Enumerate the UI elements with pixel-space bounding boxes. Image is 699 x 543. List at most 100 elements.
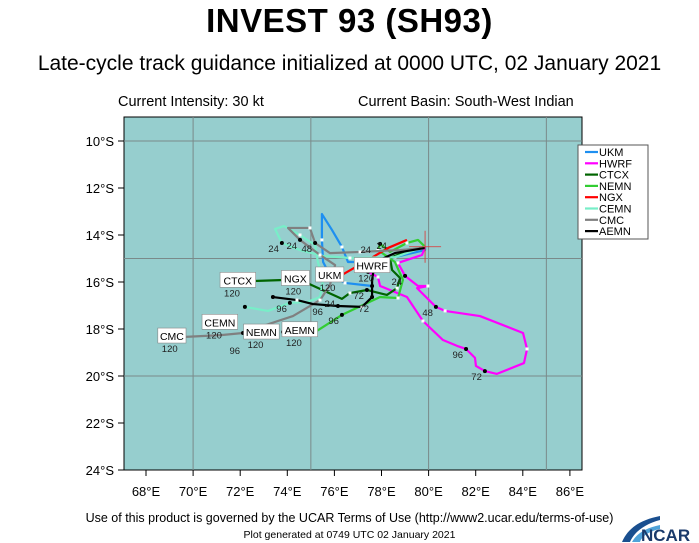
hour-mark: 24 bbox=[324, 299, 335, 310]
hour-mark-label: 96 bbox=[452, 350, 463, 361]
track-end-hour: 120 bbox=[224, 288, 240, 299]
hour-mark-dot bbox=[364, 287, 369, 292]
track-point-marker bbox=[396, 296, 400, 300]
track-end-hour: 120 bbox=[320, 283, 336, 294]
hour-mark: 96 bbox=[276, 304, 287, 315]
hour-mark-dot bbox=[298, 237, 303, 242]
lon-tick-label: 68°E bbox=[132, 484, 161, 499]
track-point-marker bbox=[360, 305, 364, 309]
lat-tick-label: 18°S bbox=[86, 322, 115, 337]
hour-mark-label: 72 bbox=[471, 372, 482, 383]
terms-of-use: Use of this product is governed by the U… bbox=[85, 511, 614, 525]
lon-tick-label: 72°E bbox=[226, 484, 255, 499]
lon-tick-label: 82°E bbox=[462, 484, 491, 499]
track-name-label: UKM bbox=[318, 270, 341, 282]
track-point-marker bbox=[405, 241, 409, 245]
lat-tick-label: 14°S bbox=[86, 228, 115, 243]
track-line-nemn bbox=[283, 238, 426, 334]
hour-mark: 72 bbox=[353, 291, 364, 302]
lat-tick-label: 22°S bbox=[86, 416, 115, 431]
hour-mark-dot bbox=[482, 369, 487, 374]
hour-mark: 24 bbox=[376, 241, 387, 252]
track-point-marker bbox=[358, 250, 362, 254]
track-name-label: CTCX bbox=[224, 275, 253, 287]
track-labels: UKM12024487296HWRF1202472CTCX1202496NEMN… bbox=[157, 241, 482, 383]
track-name-box bbox=[281, 270, 310, 286]
current-intensity: Current Intensity: 30 kt bbox=[118, 94, 264, 110]
hour-mark: 24 bbox=[361, 245, 372, 256]
hour-mark: 24 bbox=[391, 277, 402, 288]
map-axes: 68°E 70°E 72°E 74°E 76°E 78°E 80°E 82°E 84°E 86°E… bbox=[86, 134, 585, 499]
hour-mark-label: 72 bbox=[353, 291, 364, 302]
lat-tick-label: 10°S bbox=[86, 134, 115, 149]
hour-mark-label: 24 bbox=[268, 244, 279, 255]
legend-item-cemn: CEMN bbox=[599, 204, 631, 216]
track-point-marker bbox=[348, 291, 352, 295]
hour-mark: 96 bbox=[452, 350, 463, 361]
track-end-hour: 120 bbox=[162, 344, 178, 355]
hour-mark-dot bbox=[403, 273, 408, 278]
legend-item-aemn: AEMN bbox=[599, 226, 631, 238]
hour-mark-dot bbox=[313, 240, 318, 245]
track-point-marker bbox=[348, 256, 352, 260]
track-name-box bbox=[157, 327, 187, 344]
track-name-label: HWRF bbox=[356, 261, 388, 273]
ncar-logo: NCAR bbox=[622, 516, 690, 543]
track-point-marker bbox=[421, 319, 425, 323]
track-end-hour: 120 bbox=[285, 286, 301, 297]
hour-mark-label: 24 bbox=[324, 299, 335, 310]
ncar-logo-text: NCAR bbox=[641, 526, 690, 543]
lon-tick-label: 80°E bbox=[414, 484, 443, 499]
hour-mark-label: 24 bbox=[361, 245, 372, 256]
hour-mark: 48 bbox=[422, 308, 433, 319]
legend-item-nemn: NEMN bbox=[599, 181, 631, 193]
track-hwrf bbox=[366, 246, 529, 375]
track-point-marker bbox=[298, 233, 302, 237]
legend-item-ngx: NGX bbox=[599, 192, 624, 204]
hour-mark-dot bbox=[464, 346, 469, 351]
hour-mark-dot bbox=[279, 240, 284, 245]
legend-box bbox=[577, 144, 649, 240]
track-name-box bbox=[353, 257, 391, 273]
track-end-dot bbox=[270, 295, 275, 300]
storm-title: INVEST 93 (SH93) bbox=[206, 2, 493, 39]
lon-tick-label: 86°E bbox=[556, 484, 585, 499]
hour-mark-dot bbox=[370, 295, 375, 300]
hour-mark: 24 bbox=[268, 244, 279, 255]
track-point-marker bbox=[396, 261, 400, 265]
hour-mark-dot bbox=[378, 241, 383, 246]
hour-mark-label: 96 bbox=[276, 304, 287, 315]
lon-tick-label: 76°E bbox=[320, 484, 349, 499]
hour-mark: 96 bbox=[229, 346, 240, 357]
hour-mark-label: 24 bbox=[391, 277, 402, 288]
track-point-marker bbox=[318, 298, 322, 302]
hour-mark-dot bbox=[335, 303, 340, 308]
legend-item-ctcx: CTCX bbox=[599, 170, 630, 182]
hour-mark-label: 96 bbox=[312, 307, 323, 318]
track-name-box bbox=[219, 272, 256, 288]
track-point-marker bbox=[295, 298, 299, 302]
hour-mark-dot bbox=[433, 304, 438, 309]
track-point-marker bbox=[318, 253, 322, 257]
lat-tick-label: 24°S bbox=[86, 463, 115, 478]
hour-mark: 48 bbox=[302, 244, 313, 255]
track-point-marker bbox=[426, 284, 430, 288]
lat-tick-label: 16°S bbox=[86, 275, 115, 290]
map-grid bbox=[124, 117, 582, 470]
track-name-box bbox=[201, 314, 238, 330]
hour-mark-label: 48 bbox=[302, 244, 313, 255]
track-end-hour: 120 bbox=[206, 330, 222, 341]
hour-mark-label: 24 bbox=[286, 241, 297, 252]
track-end-dot bbox=[242, 304, 247, 309]
track-point-marker bbox=[376, 275, 380, 279]
hour-mark-label: 72 bbox=[359, 304, 370, 315]
hour-mark-label: 24 bbox=[376, 241, 387, 252]
lon-tick-label: 70°E bbox=[179, 484, 208, 499]
lat-tick-label: 12°S bbox=[86, 181, 115, 196]
track-point-marker bbox=[308, 226, 312, 230]
legend-item-hwrf: HWRF bbox=[599, 158, 632, 170]
